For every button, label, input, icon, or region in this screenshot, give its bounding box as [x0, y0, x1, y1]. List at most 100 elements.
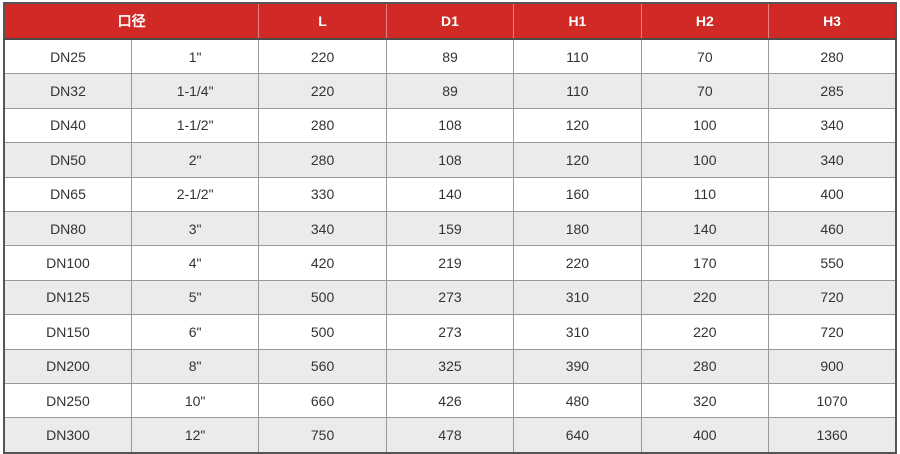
cell-dn: DN250 [3, 382, 132, 419]
cell-inch: 1" [130, 38, 260, 75]
cell-h2: 100 [640, 107, 770, 144]
cell-h3: 1360 [768, 417, 897, 454]
table-row: DN32 1-1/4" 220 89 110 70 285 [3, 73, 897, 109]
cell-dn: DN125 [3, 279, 132, 316]
table-row: DN100 4" 420 219 220 170 550 [3, 245, 897, 281]
cell-l: 660 [258, 382, 387, 419]
cell-d1: 89 [385, 73, 515, 109]
cell-h1: 390 [513, 348, 642, 384]
cell-h1: 220 [513, 245, 642, 281]
cell-inch: 2-1/2" [130, 176, 260, 212]
cell-l: 280 [258, 142, 387, 178]
cell-l: 420 [258, 245, 387, 281]
cell-h2: 220 [640, 314, 770, 350]
cell-h1: 160 [513, 176, 642, 212]
cell-inch: 1-1/2" [130, 107, 260, 144]
cell-d1: 426 [385, 382, 515, 419]
cell-h1: 310 [513, 279, 642, 316]
cell-inch: 5" [130, 279, 260, 316]
cell-dn: DN40 [3, 107, 132, 144]
cell-d1: 219 [385, 245, 515, 281]
cell-h3: 285 [768, 73, 897, 109]
cell-l: 560 [258, 348, 387, 384]
cell-l: 500 [258, 314, 387, 350]
header-h3: H3 [768, 3, 896, 40]
cell-dn: DN200 [3, 348, 132, 384]
cell-dn: DN25 [3, 38, 132, 75]
cell-d1: 108 [385, 107, 515, 144]
header-l: L [258, 3, 387, 40]
cell-h1: 120 [513, 142, 642, 178]
cell-h2: 70 [640, 38, 770, 75]
cell-h2: 100 [640, 142, 770, 178]
cell-inch: 8" [130, 348, 260, 384]
cell-h2: 400 [640, 417, 770, 454]
cell-l: 500 [258, 279, 387, 316]
header-d1: D1 [386, 3, 515, 40]
cell-l: 220 [258, 73, 387, 109]
header-nominal-size: 口径 [4, 3, 260, 40]
cell-d1: 273 [385, 314, 515, 350]
cell-d1: 273 [385, 279, 515, 316]
cell-inch: 2" [130, 142, 260, 178]
cell-l: 220 [258, 38, 387, 75]
cell-dn: DN300 [3, 417, 132, 454]
cell-inch: 10" [130, 382, 260, 419]
header-h1: H1 [513, 3, 642, 40]
cell-d1: 159 [385, 210, 515, 247]
cell-inch: 3" [130, 210, 260, 247]
header-row: 口径 L D1 H1 H2 H3 [4, 3, 896, 40]
header-h2: H2 [641, 3, 770, 40]
cell-dn: DN150 [3, 314, 132, 350]
cell-l: 280 [258, 107, 387, 144]
cell-h2: 220 [640, 279, 770, 316]
cell-dn: DN80 [3, 210, 132, 247]
cell-h3: 900 [768, 348, 897, 384]
cell-h3: 340 [768, 107, 897, 144]
cell-l: 330 [258, 176, 387, 212]
cell-dn: DN65 [3, 176, 132, 212]
cell-dn: DN100 [3, 245, 132, 281]
table-row: DN200 8" 560 325 390 280 900 [3, 348, 897, 384]
cell-h3: 550 [768, 245, 897, 281]
cell-h2: 140 [640, 210, 770, 247]
cell-h1: 180 [513, 210, 642, 247]
table-row: DN300 12" 750 478 640 400 1360 [3, 417, 897, 454]
cell-h1: 480 [513, 382, 642, 419]
cell-h3: 400 [768, 176, 897, 212]
cell-h3: 1070 [768, 382, 897, 419]
table-row: DN40 1-1/2" 280 108 120 100 340 [3, 107, 897, 144]
cell-d1: 89 [385, 38, 515, 75]
cell-h3: 460 [768, 210, 897, 247]
cell-h3: 720 [768, 279, 897, 316]
cell-h1: 110 [513, 73, 642, 109]
table-body: DN25 1" 220 89 110 70 280 DN32 1-1/4" 220 89 110 70 2… [3, 38, 897, 454]
cell-h1: 110 [513, 38, 642, 75]
dimension-table: 口径 L D1 H1 H2 H3 DN25 1" 220 89 110 70 280 DN32… [3, 2, 897, 454]
cell-h3: 340 [768, 142, 897, 178]
table-row: DN80 3" 340 159 180 140 460 [3, 210, 897, 247]
cell-h1: 310 [513, 314, 642, 350]
cell-h1: 640 [513, 417, 642, 454]
table-row: DN125 5" 500 273 310 220 720 [3, 279, 897, 316]
cell-h1: 120 [513, 107, 642, 144]
cell-inch: 4" [130, 245, 260, 281]
table-row: DN50 2" 280 108 120 100 340 [3, 142, 897, 178]
cell-d1: 108 [385, 142, 515, 178]
cell-inch: 12" [130, 417, 260, 454]
cell-dn: DN50 [3, 142, 132, 178]
cell-inch: 6" [130, 314, 260, 350]
cell-d1: 140 [385, 176, 515, 212]
cell-inch: 1-1/4" [130, 73, 260, 109]
cell-h2: 170 [640, 245, 770, 281]
cell-d1: 478 [385, 417, 515, 454]
cell-h2: 320 [640, 382, 770, 419]
cell-h2: 280 [640, 348, 770, 384]
cell-h2: 70 [640, 73, 770, 109]
table-row: DN65 2-1/2" 330 140 160 110 400 [3, 176, 897, 212]
cell-l: 340 [258, 210, 387, 247]
table-row: DN250 10" 660 426 480 320 1070 [3, 382, 897, 419]
cell-l: 750 [258, 417, 387, 454]
cell-h3: 280 [768, 38, 897, 75]
cell-d1: 325 [385, 348, 515, 384]
